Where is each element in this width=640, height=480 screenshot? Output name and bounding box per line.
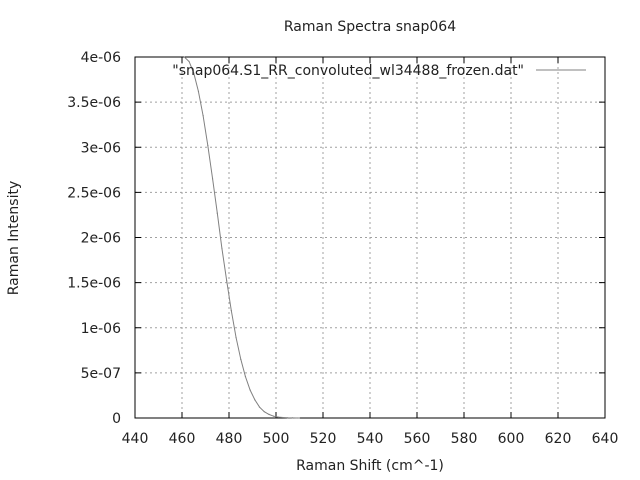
grid	[135, 57, 605, 418]
x-tick-label: 580	[451, 431, 478, 447]
data-point	[211, 178, 214, 180]
data-point	[193, 72, 195, 74]
data-point	[268, 413, 270, 415]
data-point	[216, 212, 218, 214]
x-tick-label: 540	[357, 431, 384, 447]
data-point	[188, 60, 190, 63]
y-tick-label: 1e-06	[81, 321, 121, 337]
x-tick-label: 520	[310, 431, 337, 447]
data-point	[291, 417, 294, 419]
data-point	[298, 417, 301, 419]
data-point	[226, 280, 228, 282]
x-tick-label: 460	[169, 431, 196, 447]
data-point	[240, 358, 242, 360]
x-tick-label: 480	[216, 431, 243, 447]
data-point	[273, 415, 275, 417]
data-point	[202, 115, 204, 117]
legend: "snap064.S1_RR_convoluted_wl34488_frozen…	[172, 63, 586, 79]
y-tick-label: 5e-07	[81, 366, 121, 382]
data-point	[183, 56, 185, 58]
y-tick-label: 2e-06	[81, 231, 121, 247]
x-axis: 440 460 480 500 520 540 560 580 600 620 640	[122, 57, 619, 447]
chart-title: Raman Spectra snap064	[284, 19, 456, 35]
x-tick-label: 500	[263, 431, 290, 447]
y-tick-label: 1.5e-06	[67, 276, 121, 292]
data-point	[235, 337, 237, 339]
data-point	[244, 375, 247, 378]
x-tick-label: 640	[592, 431, 619, 447]
y-axis: 0 5e-07 1e-06 1.5e-06 2e-06 2.5e-06 3e-06 3.5e-…	[67, 50, 605, 427]
x-tick-label: 560	[404, 431, 431, 447]
series-line	[183, 56, 300, 419]
data-point	[221, 247, 223, 249]
y-axis-label: Raman Intensity	[6, 181, 22, 295]
y-tick-label: 0	[112, 411, 121, 427]
x-axis-label: Raman Shift (cm^-1)	[296, 458, 444, 474]
data-point	[296, 417, 298, 419]
data-point	[254, 399, 256, 401]
y-tick-label: 2.5e-06	[67, 185, 121, 201]
data-point	[277, 416, 279, 418]
data-point	[287, 417, 289, 419]
data-point	[258, 406, 261, 408]
data-point	[197, 90, 200, 92]
data-point	[263, 411, 265, 413]
data-point	[230, 310, 232, 312]
x-tick-label: 440	[122, 431, 149, 447]
x-tick-label: 600	[498, 431, 525, 447]
series-layer	[183, 56, 301, 419]
data-point	[207, 144, 209, 147]
data-point	[249, 389, 251, 391]
y-tick-label: 4e-06	[81, 50, 121, 66]
y-tick-label: 3e-06	[81, 140, 121, 156]
data-point	[282, 416, 284, 419]
legend-label: "snap064.S1_RR_convoluted_wl34488_frozen…	[172, 63, 524, 79]
x-tick-label: 620	[545, 431, 572, 447]
y-tick-label: 3.5e-06	[67, 95, 121, 111]
